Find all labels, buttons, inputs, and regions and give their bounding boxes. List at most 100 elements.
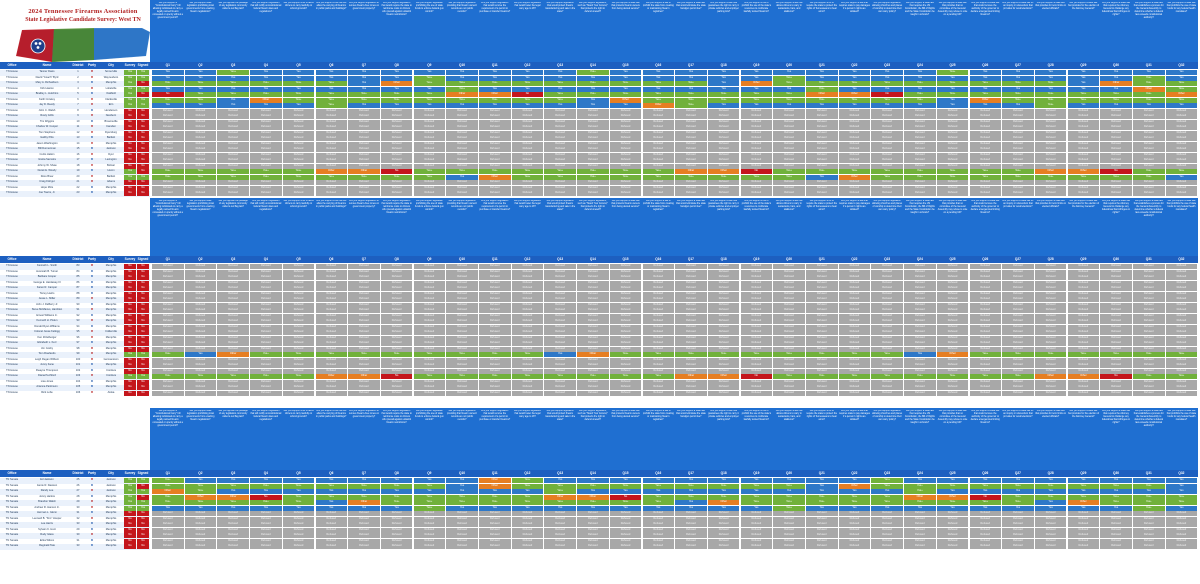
response-cell: Yes+: [642, 374, 674, 380]
response-cell: Refused: [969, 291, 1001, 297]
response-cell: Yes+: [217, 374, 249, 380]
response-cell: Refused: [773, 108, 805, 114]
response-cell: Yes+: [1165, 86, 1198, 92]
response-cell: Refused: [577, 544, 609, 550]
response-cell: Refused: [511, 516, 544, 522]
response-cell: Refused: [871, 324, 903, 330]
response-cell: Yes+: [707, 92, 740, 98]
question-text: Will you support legislation to remove f…: [348, 200, 379, 208]
response-cell: Refused: [904, 522, 936, 528]
response-cell: Yes+: [479, 169, 511, 175]
response-cell: Refused: [1067, 297, 1100, 303]
response-cell: Refused: [577, 522, 609, 528]
response-cell: Refused: [1034, 136, 1067, 142]
table-row: TN House John J. DeBerry Jr. 90 D Memphis No N…: [0, 302, 1198, 308]
response-cell: Refused: [282, 368, 315, 374]
response-cell: Refused: [773, 141, 805, 147]
response-cell: Refused: [446, 286, 478, 292]
response-cell: Refused: [184, 379, 217, 385]
response-cell: Refused: [675, 163, 707, 169]
response-cell: Refused: [740, 511, 773, 517]
response-cell: Refused: [969, 330, 1001, 336]
response-cell: Refused: [250, 152, 282, 158]
response-cell: Yes+: [936, 169, 969, 175]
column-header-question: Q6: [329, 471, 334, 475]
response-cell: Yes+: [1034, 103, 1067, 109]
response-cell: Refused: [250, 185, 282, 191]
response-cell: Refused: [1067, 147, 1100, 153]
response-cell: Yes: [446, 478, 478, 484]
response-cell: Refused: [642, 533, 674, 539]
response-cell: Refused: [838, 119, 871, 125]
response-cell: Refused: [969, 180, 1001, 186]
response-cell: Refused: [282, 308, 315, 314]
response-cell: Refused: [936, 341, 969, 347]
cell-city: Memphis: [105, 522, 117, 526]
response-cell: Refused: [380, 368, 413, 374]
response-cell: Refused: [184, 527, 217, 533]
response-cell: Refused: [642, 527, 674, 533]
response-cell: Refused: [838, 280, 871, 286]
response-cell: Refused: [1002, 275, 1034, 281]
response-cell: Yes: [380, 505, 413, 511]
response-cell: Refused: [380, 385, 413, 391]
response-cell: Refused: [282, 319, 315, 325]
response-cell: Refused: [1034, 302, 1067, 308]
question-text: Will you support legislation, such as "S…: [577, 410, 609, 421]
cell-district: 98: [76, 346, 80, 350]
response-cell: Refused: [642, 335, 674, 341]
response-cell: Refused: [511, 185, 544, 191]
response-cell: Refused: [1100, 385, 1132, 391]
response-cell: Refused: [479, 119, 511, 125]
table-row: TN House Bill Dunnerman 15 D Jackson No No Refu…: [0, 147, 1198, 153]
response-cell: Yes+: [1067, 174, 1100, 180]
response-cell: Refused: [315, 269, 347, 275]
response-cell: Refused: [707, 516, 740, 522]
response-cell: Other: [315, 169, 347, 175]
response-cell: Refused: [184, 185, 217, 191]
column-header-question: Q17: [687, 257, 694, 261]
response-cell: Yes: [184, 505, 217, 511]
response-cell: Other: [707, 374, 740, 380]
cell-survey: No: [124, 158, 136, 164]
response-cell: Refused: [315, 264, 347, 270]
response-cell: Refused: [675, 114, 707, 120]
response-cell: Refused: [642, 141, 674, 147]
response-cell: Yes: [577, 489, 609, 495]
response-cell: Refused: [773, 330, 805, 336]
response-cell: Refused: [1133, 390, 1165, 396]
response-cell: Refused: [1165, 533, 1198, 539]
response-cell: Yes+: [282, 494, 315, 500]
response-cell: Refused: [642, 152, 674, 158]
response-cell: Refused: [315, 185, 347, 191]
response-cell: Refused: [413, 319, 446, 325]
response-cell: Yes+: [806, 97, 838, 103]
response-cell: Refused: [969, 125, 1001, 131]
response-cell: Refused: [936, 302, 969, 308]
cell-office: TN House: [6, 136, 18, 140]
response-cell: Yes+: [1002, 483, 1034, 489]
response-cell: Refused: [479, 125, 511, 131]
cell-district: 85: [76, 275, 80, 279]
response-cell: Yes+: [184, 92, 217, 98]
response-cell: Yes+: [380, 97, 413, 103]
response-cell: Refused: [904, 385, 936, 391]
cell-party: R: [91, 152, 93, 156]
response-cell: Refused: [871, 114, 903, 120]
response-cell: Refused: [609, 119, 642, 125]
response-cell: Refused: [936, 385, 969, 391]
response-cell: Refused: [217, 163, 249, 169]
response-cell: Refused: [446, 152, 478, 158]
response-cell: Refused: [413, 269, 446, 275]
response-cell: Refused: [1133, 544, 1165, 550]
table-row: TN House Kirk Haston 4 R Lobelville Yes Yes Yes…: [0, 86, 1198, 92]
cell-district: 11: [76, 125, 80, 129]
response-cell: Refused: [740, 385, 773, 391]
question-text: Will you support a state law that prohib…: [1166, 200, 1197, 211]
response-cell: Refused: [1034, 275, 1067, 281]
response-cell: Refused: [217, 119, 249, 125]
cell-office: TN House: [6, 180, 18, 184]
response-cell: Refused: [1034, 363, 1067, 369]
response-cell: Refused: [184, 147, 217, 153]
response-cell: Refused: [904, 114, 936, 120]
